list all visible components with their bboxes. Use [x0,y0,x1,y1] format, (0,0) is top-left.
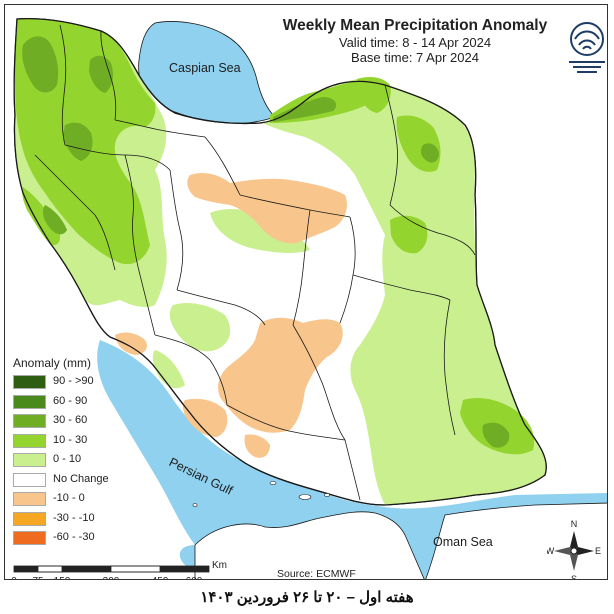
compass-w: W [547,546,555,556]
caption: هفته اول – ۲۰ تا ۲۶ فروردین ۱۴۰۳ [200,589,414,606]
legend-label: -10 - 0 [53,492,85,504]
legend-swatch [13,394,46,409]
arabian-coast [194,502,607,579]
scale-tick-label: 75 [32,576,43,579]
legend-swatch [13,433,46,448]
map-title: Weekly Mean Precipitation Anomaly [282,17,548,34]
anomaly-negative-10-0-zones [115,172,347,458]
scale-unit: Km [212,560,227,571]
caspian-sea-label: Caspian Sea [169,61,241,75]
legend-label: 90 - >90 [53,375,94,387]
legend-item: 0 - 10 [13,450,143,470]
legend-item: 30 - 60 [13,411,143,431]
scale-tick-label: 450 [152,576,169,579]
oman-sea-label: Oman Sea [433,535,493,549]
title-block: Weekly Mean Precipitation Anomaly Valid … [255,17,575,65]
legend-swatch [13,414,46,428]
base-time: Base time: 7 Apr 2024 [351,50,479,65]
legend-label: No Change [53,472,109,485]
legend: Anomaly (mm) 90 - >90 60 - 90 30 - 60 10 - … [13,356,143,548]
legend-label: -30 - -10 [53,511,95,524]
legend-swatch [13,453,46,467]
legend-swatch [13,375,46,389]
scale-bar-graphic [13,565,210,573]
legend-item: 90 - >90 [13,372,143,392]
legend-item: No Change [13,470,143,490]
scale-bar: 0 75 150 300 450 600 Km [11,560,227,579]
legend-items: 90 - >90 60 - 90 30 - 60 10 - 30 0 - 10 No Ch… [13,372,143,548]
legend-label: 10 - 30 [53,433,88,446]
legend-item: 60 - 90 [13,392,143,412]
legend-item: -60 - -30 [13,528,143,548]
compass-n: N [571,519,578,529]
source-note: Source: ECMWF [277,568,356,580]
legend-title: Anomaly (mm) [13,356,92,370]
scale-tick-label: 150 [54,576,71,579]
scale-tick-label: 600 [186,576,203,579]
iran-border [13,17,547,506]
legend-swatch [13,472,46,487]
map-frame: Weekly Mean Precipitation Anomaly Valid … [4,4,608,580]
legend-swatch [13,492,46,506]
legend-swatch [13,511,46,526]
legend-label: 0 - 10 [53,453,82,465]
legend-item: -10 - 0 [13,489,143,509]
scale-tick-label: 300 [103,576,120,579]
precipitation-map [13,17,607,579]
legend-swatch [13,531,46,545]
legend-label: 30 - 60 [53,414,88,426]
legend-item: 10 - 30 [13,431,143,451]
legend-label: -60 - -30 [53,531,95,543]
compass-s: S [571,574,577,580]
gulf-islands [192,481,330,507]
province-boundaries [34,24,476,501]
scale-tick-label: 0 [11,576,17,579]
valid-time: Valid time: 8 - 14 Apr 2024 [338,35,492,50]
compass-e: E [595,546,601,556]
meteorological-organization-logo [569,22,605,73]
legend-item: -30 - -10 [13,509,143,529]
north-arrow-compass: N S W E [547,519,601,580]
legend-label: 60 - 90 [53,394,88,407]
caspian-sea [138,21,276,125]
